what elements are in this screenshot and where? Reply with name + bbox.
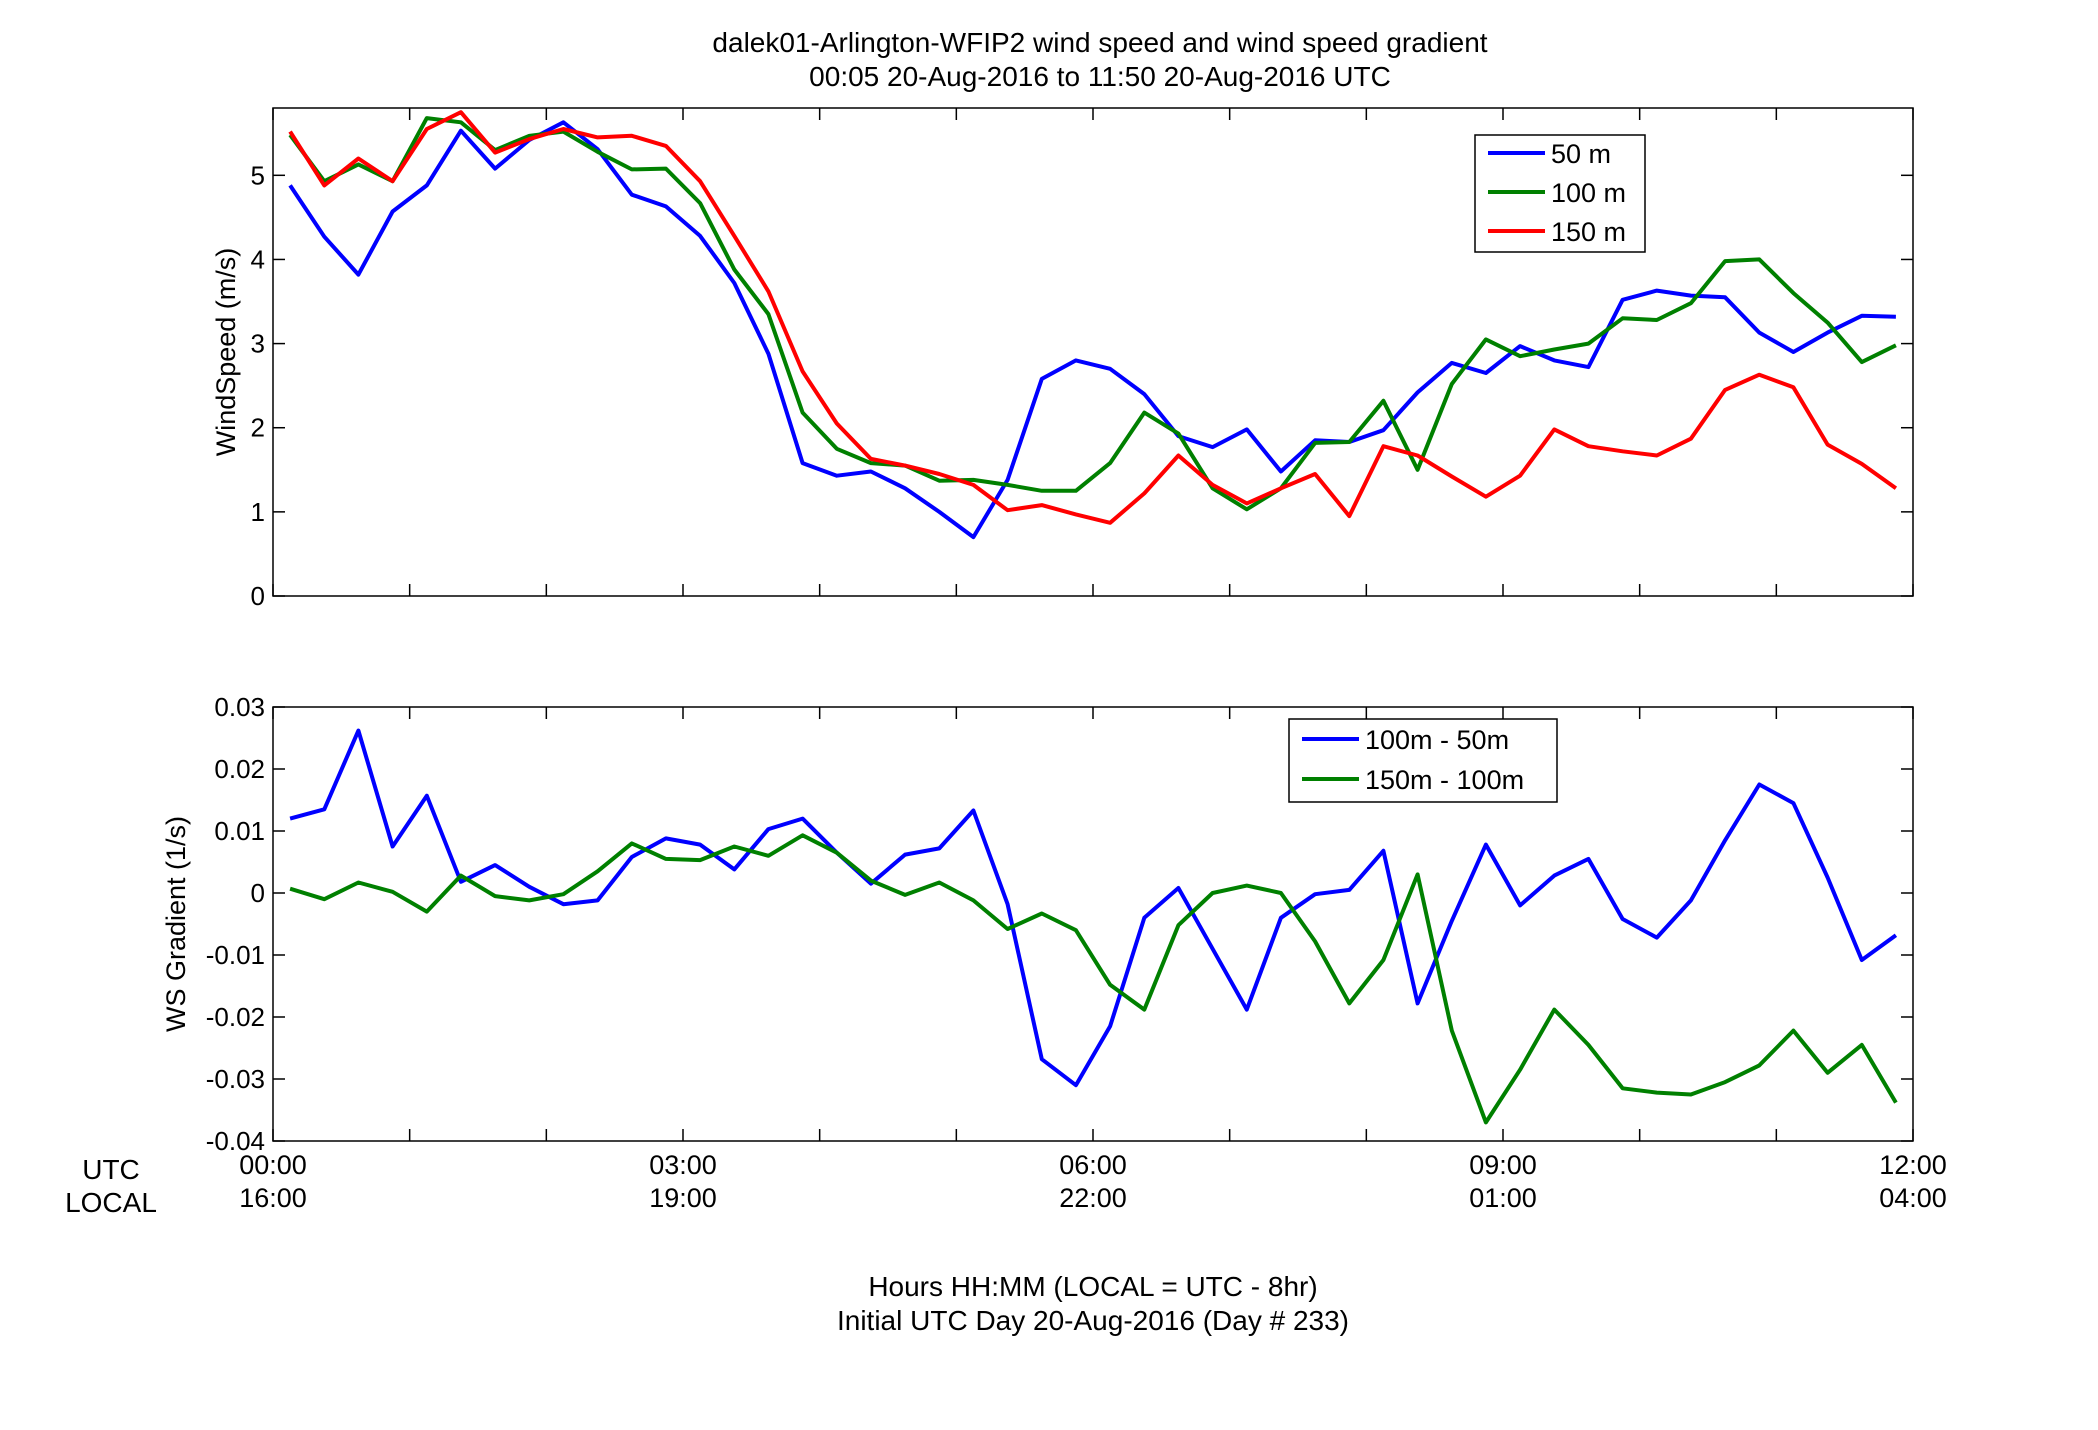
y-tick-label: -0.03 — [206, 1064, 265, 1094]
series-line-100m-50m — [289, 728, 1898, 1088]
y-tick-label: -0.02 — [206, 1002, 265, 1032]
y-tick-label: 0.02 — [214, 754, 265, 784]
wind-speed-ylabel: WindSpeed (m/s) — [211, 248, 241, 457]
ws-gradient-ticks: -0.04 -0.03 -0.02 -0.01 0 0.01 0.02 0.03 — [206, 692, 1914, 1156]
utc-row-label: UTC — [82, 1154, 140, 1185]
local-row-label: LOCAL — [65, 1187, 157, 1218]
y-tick-label: -0.01 — [206, 940, 265, 970]
y-tick-label: -0.04 — [206, 1126, 265, 1156]
legend-label: 150 m — [1551, 217, 1626, 247]
local-tick-label: 01:00 — [1469, 1183, 1537, 1213]
legend-label: 100 m — [1551, 178, 1626, 208]
legend-label: 100m - 50m — [1365, 725, 1509, 755]
ws-gradient-panel: -0.04 -0.03 -0.02 -0.01 0 0.01 0.02 0.03 WS Gra… — [161, 692, 1914, 1156]
y-tick-label: 3 — [251, 329, 265, 359]
legend-label: 150m - 100m — [1365, 765, 1524, 795]
y-tick-label: 0.01 — [214, 816, 265, 846]
y-tick-label: 0 — [251, 581, 265, 611]
y-tick-label: 0.03 — [214, 692, 265, 722]
local-tick-label: 04:00 — [1879, 1183, 1947, 1213]
y-tick-label: 0 — [251, 878, 265, 908]
wind-speed-plot-frame — [272, 107, 1914, 597]
wind-speed-legend: 50 m 100 m 150 m — [1474, 134, 1646, 253]
y-tick-label: 2 — [251, 413, 265, 443]
figure-title: dalek01-Arlington-WFIP2 wind speed and w… — [712, 27, 1487, 58]
local-tick-label: 19:00 — [649, 1183, 717, 1213]
local-tick-label: 22:00 — [1059, 1183, 1127, 1213]
wind-speed-panel: 0 1 2 3 4 5 WindSpeed (m/s) 50 m 100 m 150 m — [211, 107, 1914, 611]
utc-tick-label: 03:00 — [649, 1150, 717, 1180]
y-tick-label: 4 — [251, 244, 265, 274]
utc-tick-label: 06:00 — [1059, 1150, 1127, 1180]
utc-tick-label: 12:00 — [1879, 1150, 1947, 1180]
ws-gradient-legend: 100m - 50m 150m - 100m — [1288, 718, 1558, 803]
x-axis-sublabel: Initial UTC Day 20-Aug-2016 (Day # 233) — [837, 1305, 1349, 1336]
y-tick-label: 5 — [251, 160, 265, 190]
series-line-150m-100m — [289, 833, 1898, 1125]
series-line-150-m — [288, 110, 1898, 525]
ws-gradient-plot-frame — [272, 706, 1914, 1142]
local-tick-label: 16:00 — [239, 1183, 307, 1213]
wind-speed-ticks: 0 1 2 3 4 5 — [251, 108, 1914, 611]
series-line-50-m — [288, 120, 1896, 540]
ws-gradient-ylabel: WS Gradient (1/s) — [161, 816, 191, 1032]
ws-gradient-lines — [289, 728, 1898, 1125]
legend-box — [1288, 718, 1558, 803]
legend-label: 50 m — [1551, 139, 1611, 169]
y-tick-label: 1 — [251, 497, 265, 527]
wind-speed-lines — [288, 110, 1898, 540]
figure-subtitle: 00:05 20-Aug-2016 to 11:50 20-Aug-2016 U… — [809, 61, 1391, 92]
utc-tick-label: 00:00 — [239, 1150, 307, 1180]
utc-tick-label: 09:00 — [1469, 1150, 1537, 1180]
x-axis-label: Hours HH:MM (LOCAL = UTC - 8hr) — [868, 1271, 1317, 1302]
